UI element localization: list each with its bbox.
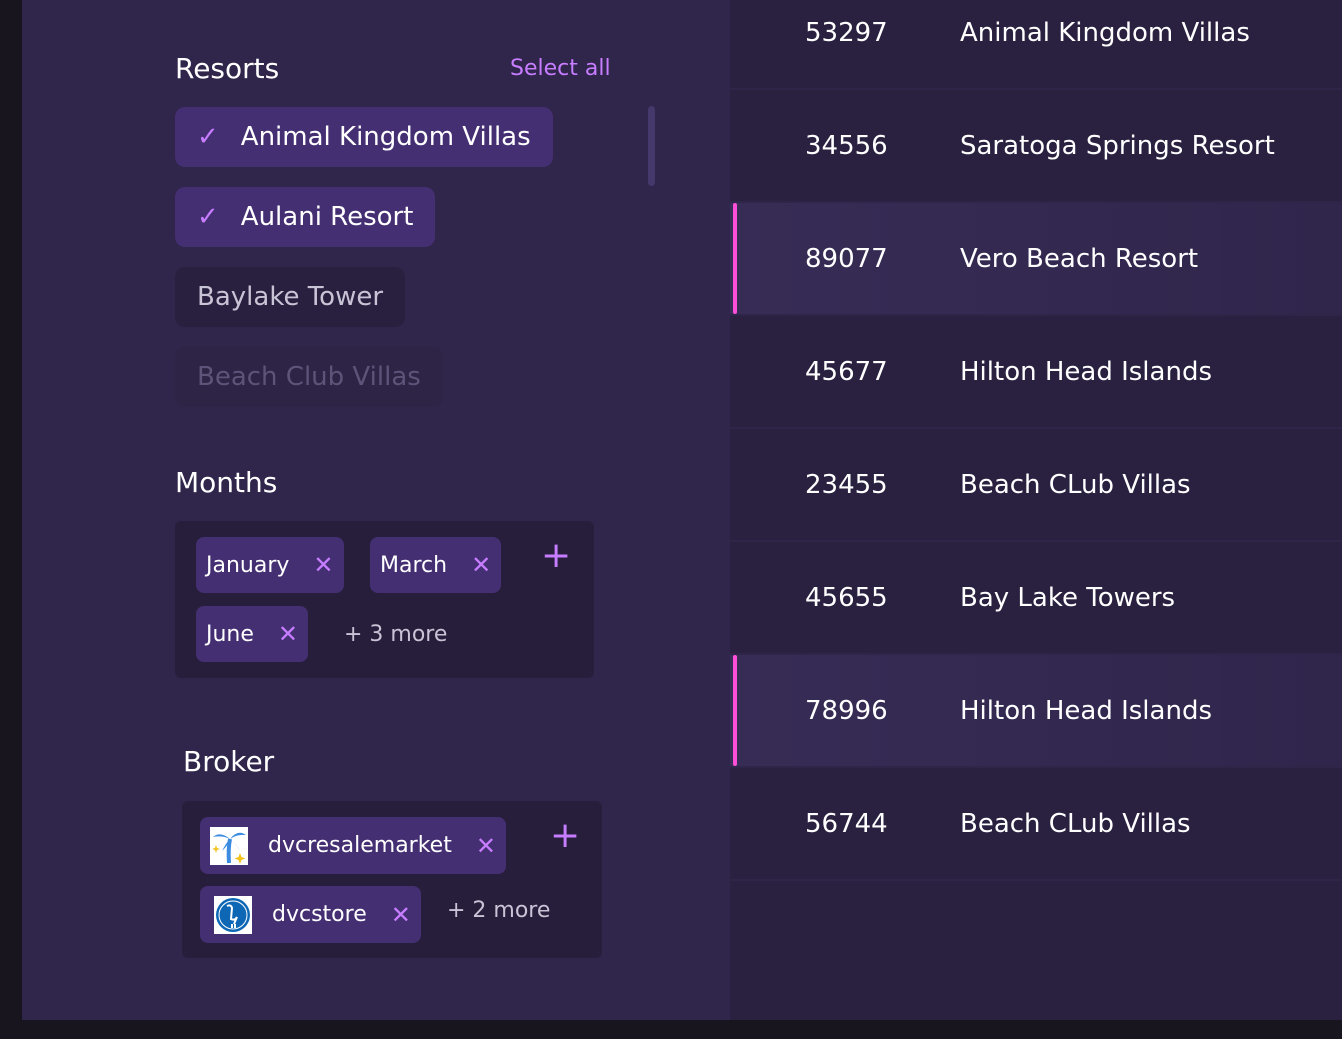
resorts-heading: Resorts xyxy=(175,52,280,85)
selected-indicator xyxy=(733,203,737,314)
check-icon: ✓ xyxy=(197,122,219,152)
months-heading: Months xyxy=(175,466,278,499)
broker-more[interactable]: + 2 more xyxy=(447,898,551,923)
broker-tag-dvcresalemarket: dvcresalemarket ✕ xyxy=(200,817,506,874)
chip-label: Aulani Resort xyxy=(240,202,414,232)
broker-tag-dvcstore: dvcstore ✕ xyxy=(200,886,421,943)
heron-logo-icon xyxy=(214,895,252,934)
table-row[interactable]: 53297 Animal Kingdom Villas xyxy=(730,0,1342,90)
table-row[interactable]: 89077 Vero Beach Resort xyxy=(730,203,1342,316)
resort-chip-beach-club[interactable]: Beach Club Villas xyxy=(175,347,443,407)
tag-label: January xyxy=(206,552,290,578)
broker-select: dvcresalemarket ✕ + dvcstore ✕ + 2 more xyxy=(182,801,602,958)
row-id: 23455 xyxy=(805,469,888,500)
resort-chip-baylake[interactable]: Baylake Tower xyxy=(175,267,406,327)
results-table: 53297 Animal Kingdom Villas 34556 Saratoga … xyxy=(730,0,1342,1020)
row-id: 53297 xyxy=(805,17,888,48)
close-icon[interactable]: ✕ xyxy=(475,831,496,860)
resorts-scrollbar[interactable] xyxy=(648,106,655,186)
row-resort-name: Hilton Head Islands xyxy=(960,356,1212,387)
row-id: 45655 xyxy=(805,582,888,613)
selected-indicator xyxy=(733,655,737,766)
row-resort-name: Beach CLub Villas xyxy=(960,808,1191,839)
check-icon: ✓ xyxy=(197,202,219,232)
month-tag-march: March ✕ xyxy=(370,537,502,593)
resort-chip-animal-kingdom[interactable]: ✓ Animal Kingdom Villas xyxy=(175,107,553,167)
table-row[interactable]: 23455 Beach CLub Villas xyxy=(730,429,1342,542)
close-icon[interactable]: ✕ xyxy=(277,620,299,648)
row-resort-name: Saratoga Springs Resort xyxy=(960,130,1275,161)
chip-label: Animal Kingdom Villas xyxy=(240,122,531,152)
table-row[interactable]: 45677 Hilton Head Islands xyxy=(730,316,1342,429)
row-resort-name: Bay Lake Towers xyxy=(960,582,1176,613)
row-id: 78996 xyxy=(805,695,888,726)
close-icon[interactable]: ✕ xyxy=(313,551,334,579)
row-id: 56744 xyxy=(805,808,888,839)
month-tag-june: June ✕ xyxy=(196,606,309,662)
row-id: 45677 xyxy=(805,356,888,387)
broker-heading: Broker xyxy=(183,745,275,778)
filter-panel: Resorts Select all ✓ Animal Kingdom Villa… xyxy=(22,0,730,1020)
chip-label: Baylake Tower xyxy=(197,282,384,312)
month-tag-january: January ✕ xyxy=(196,537,344,593)
row-resort-name: Hilton Head Islands xyxy=(960,695,1212,726)
months-more[interactable]: + 3 more xyxy=(344,622,448,647)
tag-label: June xyxy=(206,621,254,647)
row-id: 34556 xyxy=(805,130,888,161)
select-all-link[interactable]: Select all xyxy=(510,56,611,81)
palm-tree-logo-icon xyxy=(210,826,248,865)
close-icon[interactable]: ✕ xyxy=(390,900,411,929)
tag-label: March xyxy=(380,552,448,578)
table-row[interactable]: 34556 Saratoga Springs Resort xyxy=(730,90,1342,203)
table-row[interactable]: 56744 Beach CLub Villas xyxy=(730,768,1342,881)
tag-label: dvcstore xyxy=(272,902,367,927)
add-month-icon[interactable]: + xyxy=(541,535,572,576)
row-resort-name: Animal Kingdom Villas xyxy=(960,17,1250,48)
tag-label: dvcresalemarket xyxy=(268,833,452,858)
add-broker-icon[interactable]: + xyxy=(550,815,581,856)
chip-label: Beach Club Villas xyxy=(197,362,421,392)
table-row[interactable]: 45655 Bay Lake Towers xyxy=(730,542,1342,655)
resort-chip-aulani[interactable]: ✓ Aulani Resort xyxy=(175,187,436,247)
months-select: January ✕ March ✕ + June ✕ + 3 more xyxy=(175,521,594,678)
row-resort-name: Beach CLub Villas xyxy=(960,469,1191,500)
row-resort-name: Vero Beach Resort xyxy=(960,243,1199,274)
row-id: 89077 xyxy=(805,243,888,274)
close-icon[interactable]: ✕ xyxy=(471,551,492,579)
table-row[interactable]: 78996 Hilton Head Islands xyxy=(730,655,1342,768)
